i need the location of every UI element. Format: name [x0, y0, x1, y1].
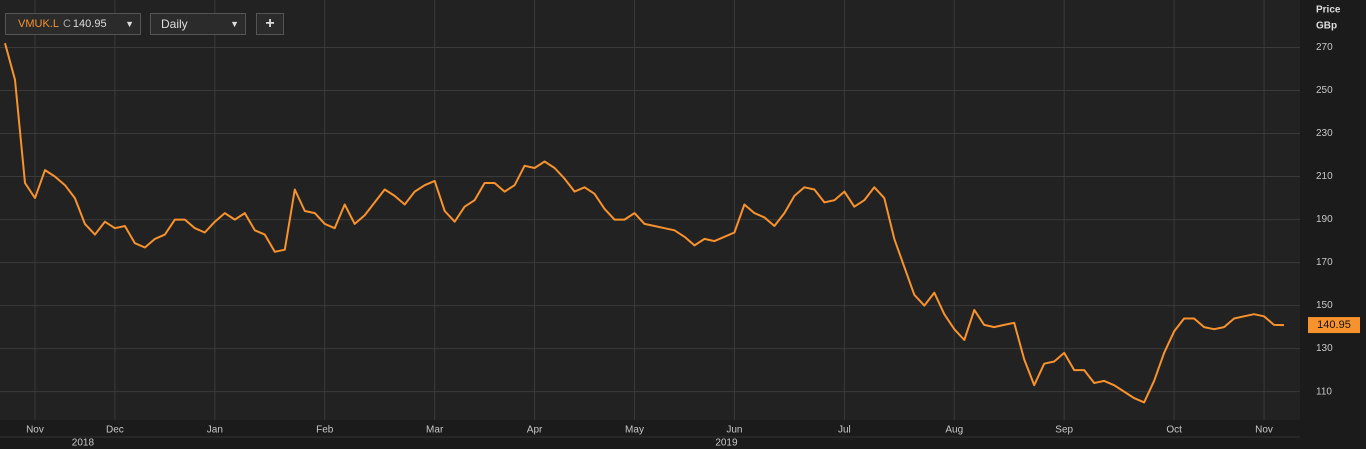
x-tick-label: Mar: [426, 425, 444, 436]
dropdown-arrow: ▼: [230, 19, 239, 29]
x-tick-label: Apr: [527, 425, 543, 436]
y-tick-label: 110: [1316, 386, 1332, 397]
y-tick-label: 150: [1316, 300, 1333, 311]
x-tick-label: Dec: [106, 425, 124, 436]
y-unit: GBp: [1316, 21, 1337, 32]
y-tick-label: 190: [1316, 214, 1333, 225]
close-value: 140.95: [72, 18, 107, 30]
add-button[interactable]: +: [256, 13, 284, 35]
y-tick-label: 270: [1316, 42, 1333, 53]
price-line: [4, 42, 1285, 404]
symbol: VMUK.L: [18, 18, 59, 30]
symbol-box[interactable]: VMUK.L C 140.95 ▼: [5, 13, 141, 35]
x-tick-label: Oct: [1166, 425, 1182, 436]
last-price-label: 140.95: [1317, 319, 1351, 331]
year-label: 2019: [715, 438, 738, 449]
x-tick-label: Nov: [26, 425, 44, 436]
y-label: Price: [1316, 5, 1341, 16]
y-tick-label: 250: [1316, 85, 1333, 96]
x-tick-label: Jul: [838, 425, 851, 436]
dropdown-arrow: ▼: [125, 19, 134, 29]
y-tick-label: 230: [1316, 128, 1333, 139]
last-price-box: [1308, 317, 1360, 334]
axis-panel: [1300, 0, 1366, 449]
x-tick-label: Aug: [945, 425, 963, 436]
plot-area: [0, 0, 1300, 420]
y-tick-label: 170: [1316, 257, 1333, 268]
x-tick-label: Jan: [207, 425, 223, 436]
x-tick-label: Sep: [1055, 425, 1073, 436]
x-tick-label: Jun: [726, 425, 742, 436]
interval-select[interactable]: Daily ▼: [150, 13, 246, 35]
y-tick-label: 210: [1316, 171, 1333, 182]
x-tick-label: Feb: [316, 425, 334, 436]
close-prefix: C: [62, 18, 71, 30]
interval: Daily: [161, 17, 188, 31]
y-tick-label: 130: [1316, 343, 1333, 354]
x-tick-label: Nov: [1255, 425, 1273, 436]
year-label: 2018: [72, 438, 95, 449]
x-tick-label: May: [625, 425, 644, 436]
